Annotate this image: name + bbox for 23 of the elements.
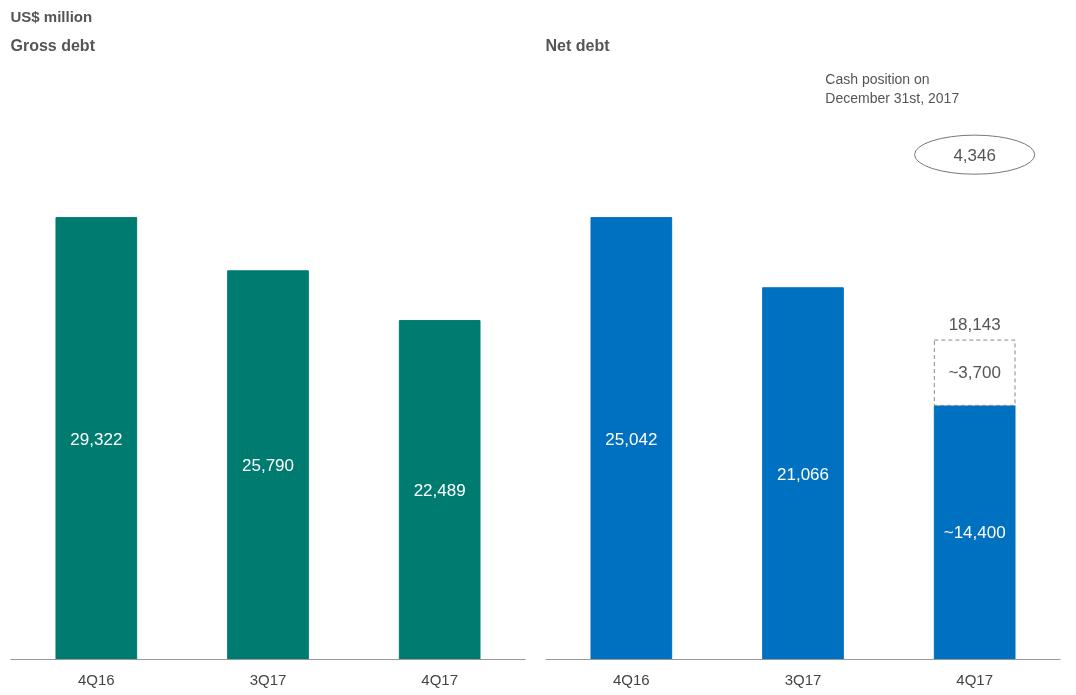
data-label: 21,066 [777,464,829,484]
data-label: 22,489 [413,481,466,501]
text: Cash position on December 31st, 2017 [825,70,960,107]
text: 4,346 [953,145,996,165]
x-tick-label: 3Q17 [249,670,287,688]
chart-title: Gross debt [10,36,96,54]
bar [762,287,844,660]
bar [933,404,1016,660]
x-tick-label: 4Q17 [956,670,994,688]
annotation: 18,143 [948,315,1001,335]
x-tick-label: 4Q16 [612,670,650,688]
bar [590,217,673,660]
data-label: 25,042 [605,429,658,449]
x-tick-label: 3Q17 [784,670,822,688]
x-tick-label: 4Q16 [77,670,115,688]
data-label: ~3,700 [948,363,1001,383]
data-label: 25,790 [242,456,294,476]
data-label: ~14,400 [943,522,1006,542]
data-label: 29,322 [70,429,123,449]
chart-subtitle: US$ million [10,7,93,25]
bar [933,339,1016,406]
chart-title: Net debt [545,36,611,54]
x-tick-label: 4Q17 [421,670,459,688]
